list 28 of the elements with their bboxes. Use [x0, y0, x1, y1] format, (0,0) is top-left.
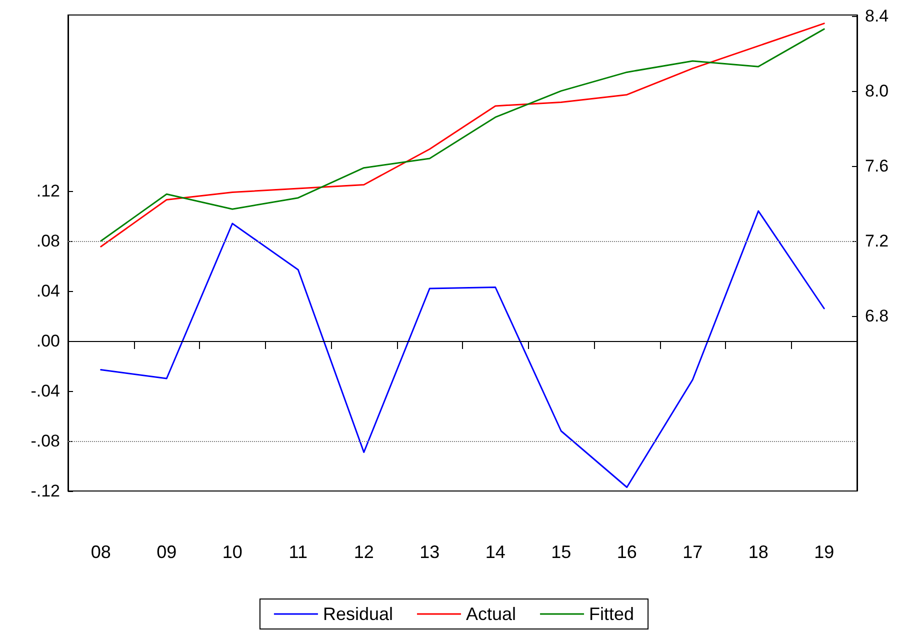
y-tick-label: .04	[36, 282, 60, 300]
x-tick-label: 18	[748, 542, 768, 562]
line-series	[100, 210, 825, 488]
y-tick-label: -.04	[30, 382, 60, 400]
y-tick-label: -.12	[30, 482, 60, 500]
x-tick-label: 15	[551, 542, 572, 562]
legend-label: Actual	[466, 604, 516, 624]
legend-label: Fitted	[589, 604, 634, 624]
x-tick-label: 14	[485, 542, 506, 562]
y-tick-label: .00	[36, 332, 60, 350]
y2-tick-label: 8.4	[865, 6, 889, 26]
legend-label: Residual	[322, 604, 394, 624]
x-tick-label: 19	[814, 542, 834, 562]
y2-tick-label: 7.2	[865, 231, 889, 250]
y-tick-label: .12	[36, 182, 60, 200]
x-tick-label: 16	[616, 542, 637, 562]
x-tick-label: 11	[288, 542, 308, 562]
x-tick-label: 17	[682, 542, 703, 562]
y-tick-label: .08	[36, 232, 60, 250]
y2-tick-label: 6.8	[865, 306, 889, 326]
y-tick-label: -.08	[30, 432, 60, 450]
x-tick-label: 09	[156, 542, 177, 562]
x-tick-label: 08	[90, 542, 111, 562]
y2-tick-label: 7.6	[865, 156, 889, 176]
y2-tick-label: 8.0	[865, 81, 889, 100]
x-tick-label: 12	[354, 542, 374, 562]
x-tick-label: 10	[222, 542, 242, 562]
x-tick-label: 13	[420, 542, 440, 562]
